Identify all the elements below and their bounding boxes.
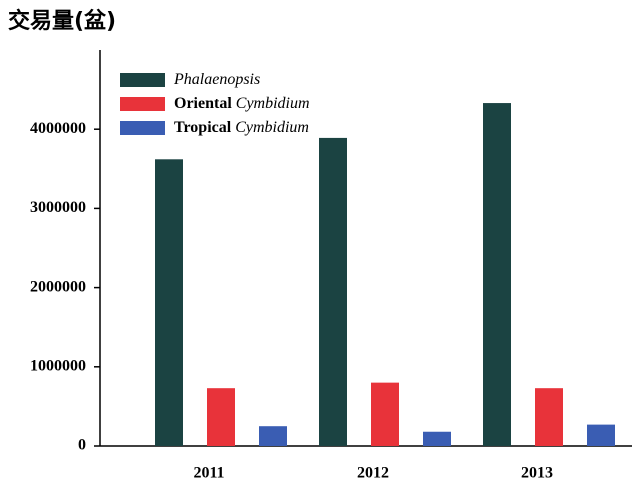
x-tick-label: 2011	[193, 465, 224, 482]
y-tick-label: 3000000	[30, 199, 86, 216]
bar	[587, 424, 615, 446]
bar	[535, 388, 563, 446]
legend-label: Phalaenopsis	[173, 71, 260, 88]
y-tick-label: 4000000	[30, 120, 86, 137]
bar	[155, 159, 183, 446]
y-tick-label: 1000000	[30, 357, 86, 374]
bar	[423, 431, 451, 446]
legend-label: Oriental Cymbidium	[174, 95, 310, 112]
bar	[319, 137, 347, 447]
x-tick-label: 2013	[521, 465, 553, 482]
bar	[259, 426, 287, 446]
legend-swatch	[120, 73, 165, 87]
bar	[207, 388, 235, 446]
legend-swatch	[120, 121, 165, 135]
y-tick-label: 2000000	[30, 278, 86, 295]
bar	[483, 103, 511, 447]
legend-swatch	[120, 97, 165, 111]
legend-label: Tropical Cymbidium	[174, 119, 309, 136]
chart-title: 交易量(盆)	[8, 8, 116, 34]
x-tick-label: 2012	[357, 465, 389, 482]
y-tick-label: 0	[78, 437, 86, 454]
bar	[371, 382, 399, 446]
